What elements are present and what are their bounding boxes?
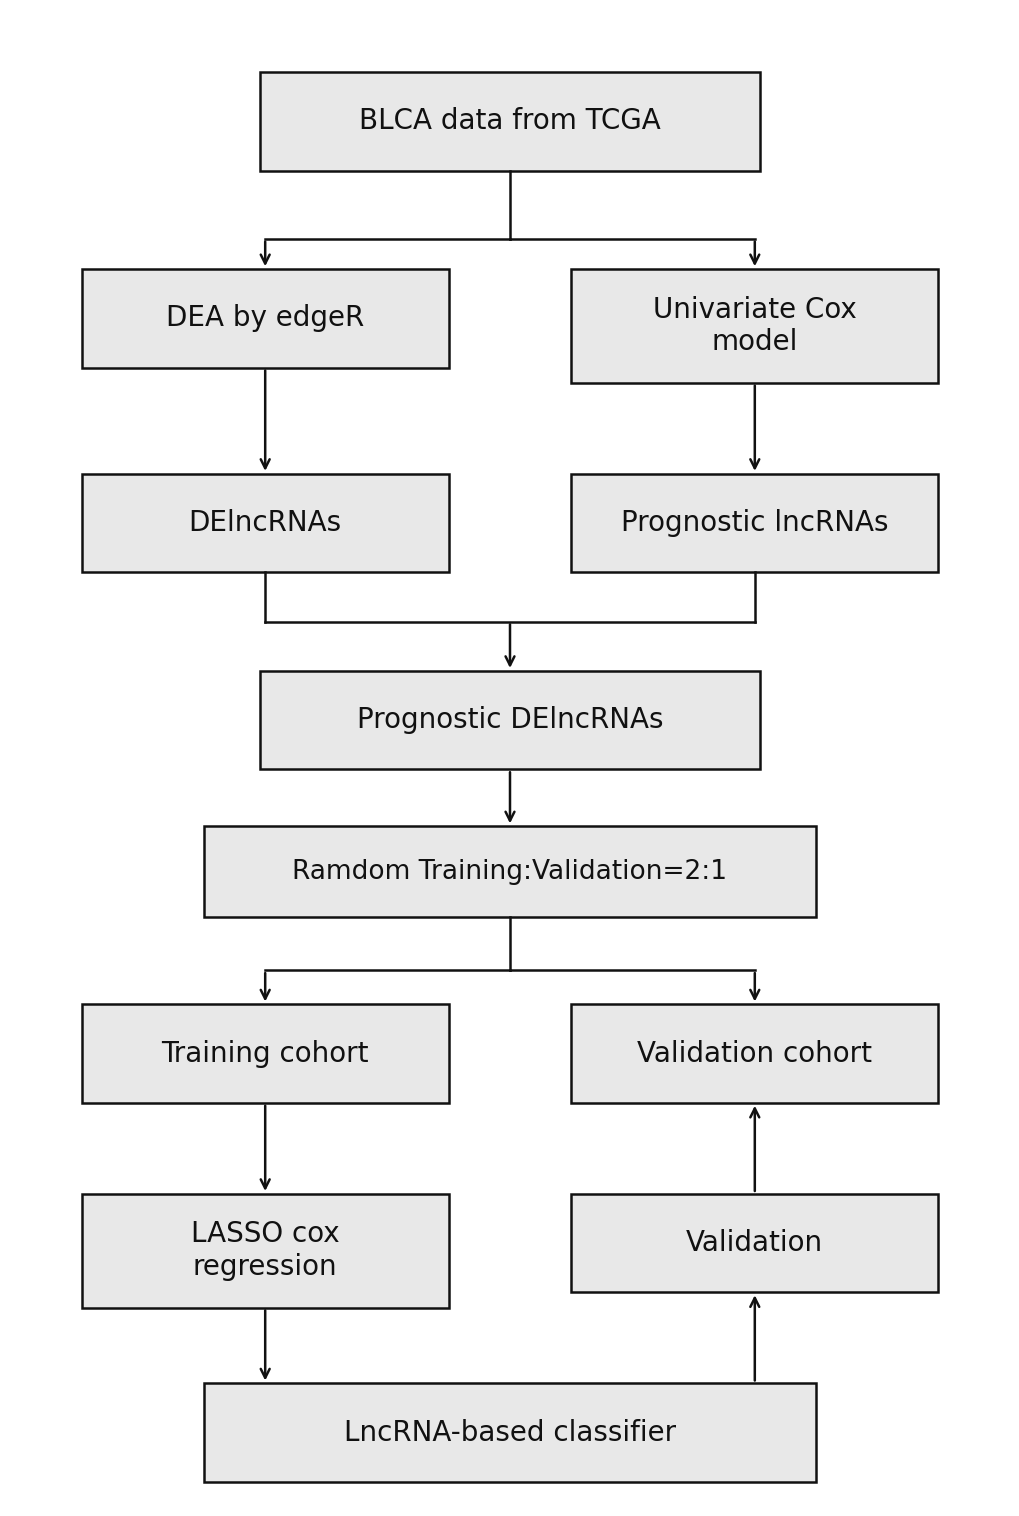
Text: LASSO cox
regression: LASSO cox regression — [191, 1220, 339, 1281]
Text: Validation cohort: Validation cohort — [637, 1040, 871, 1067]
Text: Ramdom Training:Validation=2:1: Ramdom Training:Validation=2:1 — [292, 858, 727, 885]
FancyBboxPatch shape — [204, 826, 815, 917]
FancyBboxPatch shape — [82, 1195, 448, 1307]
Text: Prognostic DElncRNAs: Prognostic DElncRNAs — [357, 706, 662, 734]
FancyBboxPatch shape — [571, 1195, 937, 1292]
FancyBboxPatch shape — [82, 473, 448, 572]
Text: BLCA data from TCGA: BLCA data from TCGA — [359, 108, 660, 135]
FancyBboxPatch shape — [82, 1004, 448, 1104]
Text: DEA by edgeR: DEA by edgeR — [166, 305, 364, 332]
Text: Validation: Validation — [686, 1229, 822, 1257]
FancyBboxPatch shape — [571, 1004, 937, 1104]
FancyBboxPatch shape — [571, 473, 937, 572]
FancyBboxPatch shape — [571, 270, 937, 384]
FancyBboxPatch shape — [204, 1383, 815, 1483]
FancyBboxPatch shape — [82, 270, 448, 367]
Text: Training cohort: Training cohort — [161, 1040, 369, 1067]
Text: Univariate Cox
model: Univariate Cox model — [652, 296, 856, 356]
FancyBboxPatch shape — [260, 670, 759, 769]
Text: DElncRNAs: DElncRNAs — [189, 509, 341, 537]
FancyBboxPatch shape — [260, 71, 759, 171]
Text: LncRNA-based classifier: LncRNA-based classifier — [343, 1419, 676, 1446]
Text: Prognostic lncRNAs: Prognostic lncRNAs — [621, 509, 888, 537]
